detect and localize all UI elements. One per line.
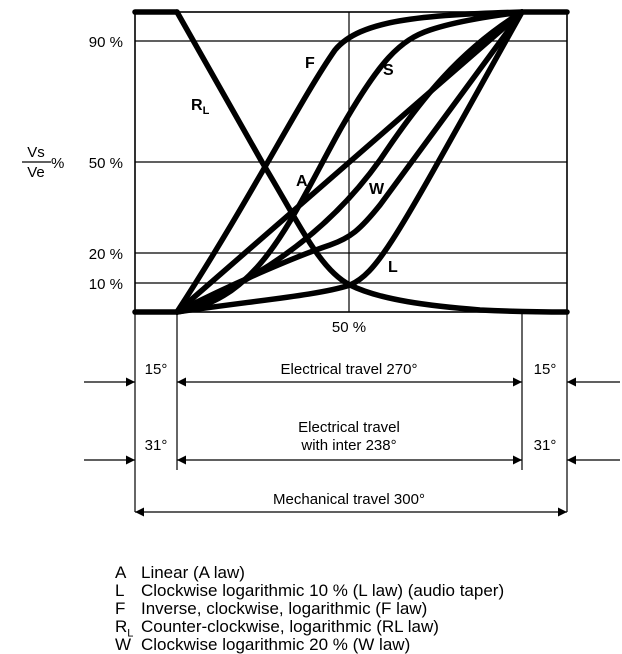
- law-curves: [132, 9, 570, 315]
- y-axis-labels: 90 % 50 % 20 % 10 % Vs Ve %: [22, 34, 123, 293]
- curve-S-inner: [174, 9, 525, 315]
- legend-symbol: RL: [115, 617, 134, 640]
- dim2-middle-label-line1: Electrical travel: [298, 419, 400, 436]
- legend-symbol: W: [115, 635, 132, 654]
- legend-item-W: W Clockwise logarithmic 20 % (W law): [115, 636, 410, 654]
- curve-label-W: W: [369, 181, 385, 198]
- legend-text: Linear (A law): [141, 563, 245, 582]
- legend-text: Counter-clockwise, logarithmic (RL law): [141, 617, 439, 636]
- curve-L: [174, 9, 525, 315]
- dim1-right-label: 15°: [534, 361, 557, 378]
- curve-S: [174, 9, 525, 315]
- legend-text: Clockwise logarithmic 10 % (L law) (audi…: [141, 581, 505, 600]
- curve-A-linear: [174, 9, 525, 315]
- y-tick-20: 20 %: [89, 246, 123, 263]
- legend-symbol: A: [115, 563, 127, 582]
- legend-symbol: F: [115, 599, 126, 618]
- dim2-left-label: 31°: [145, 437, 168, 454]
- curve-label-A: A: [296, 173, 308, 190]
- legend-item-RL: RL Counter-clockwise, logarithmic (RL law…: [115, 617, 439, 640]
- curve-label-F: F: [305, 55, 315, 72]
- legend-text: Inverse, clockwise, logarithmic (F law): [141, 599, 428, 618]
- y-axis-numerator: Vs: [27, 144, 45, 161]
- y-tick-90: 90 %: [89, 34, 123, 51]
- legend-symbol: L: [115, 581, 125, 600]
- legend-item-A: A Linear (A law): [115, 564, 245, 582]
- curve-labels: F S RL A W L: [191, 55, 398, 276]
- dim1-left-label: 15°: [145, 361, 168, 378]
- y-tick-50: 50 %: [89, 155, 123, 172]
- potentiometer-law-diagram: 90 % 50 % 20 % 10 % Vs Ve % 50 % F S RL …: [22, 9, 620, 517]
- legend-text: Clockwise logarithmic 20 % (W law): [141, 635, 411, 654]
- x-tick-50: 50 %: [332, 319, 366, 336]
- legend: A Linear (A law) L Clockwise logarithmic 1…: [0, 564, 622, 654]
- y-axis-denominator: Ve: [27, 164, 45, 181]
- curve-label-S: S: [383, 62, 394, 79]
- y-tick-10: 10 %: [89, 276, 123, 293]
- curve-label-L: L: [388, 259, 398, 276]
- y-axis-unit: %: [51, 155, 64, 172]
- curve-RL: [174, 9, 570, 315]
- dim2-right-label: 31°: [534, 437, 557, 454]
- legend-item-L: L Clockwise logarithmic 10 % (L law) (aud…: [115, 582, 504, 600]
- curve-label-RL: RL: [191, 97, 210, 117]
- dim2-middle-label-line2: with inter 238°: [300, 437, 396, 454]
- curve-F: [174, 9, 525, 315]
- dimension-extension-lines: [134, 312, 568, 512]
- legend-item-F: F Inverse, clockwise, logarithmic (F law): [115, 600, 427, 618]
- dim1-middle-label: Electrical travel 270°: [281, 361, 418, 378]
- dim3-middle-label: Mechanical travel 300°: [273, 491, 425, 508]
